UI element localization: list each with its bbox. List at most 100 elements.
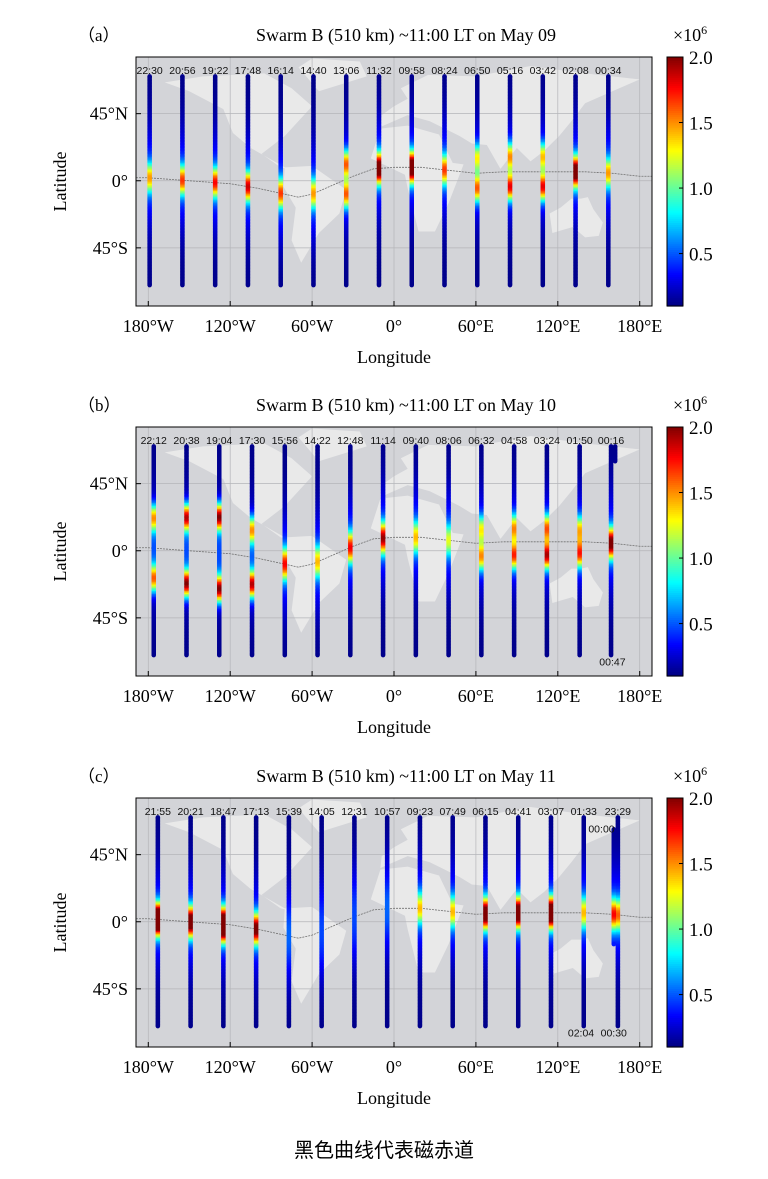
track-end-cap bbox=[475, 74, 480, 79]
colorbar-swatch bbox=[667, 437, 683, 441]
colorbar-swatch bbox=[667, 90, 683, 93]
colorbar-swatch bbox=[667, 289, 683, 293]
colorbar-swatch bbox=[667, 281, 683, 284]
colorbar-swatch bbox=[667, 671, 683, 675]
colorbar-tick-label: 2.0 bbox=[689, 48, 713, 69]
colorbar-swatch bbox=[667, 584, 683, 588]
track-end-cap bbox=[573, 282, 578, 288]
magnetic-equator-line bbox=[136, 907, 652, 939]
colorbar-swatch bbox=[667, 113, 683, 116]
colorbar-swatch bbox=[667, 514, 683, 517]
colorbar-swatch bbox=[667, 125, 683, 129]
land-mass bbox=[380, 435, 640, 539]
satellite-track bbox=[212, 74, 218, 288]
x-tick-label: 180°W bbox=[123, 686, 174, 706]
colorbar-swatch bbox=[667, 483, 683, 486]
colorbar-swatch bbox=[667, 539, 683, 542]
track-time-label: 16:14 bbox=[268, 65, 294, 77]
colorbar-swatch bbox=[667, 65, 683, 68]
track-end-cap bbox=[544, 444, 550, 449]
colorbar-swatch bbox=[667, 63, 683, 66]
colorbar-swatch bbox=[667, 609, 683, 613]
track-end-cap bbox=[311, 74, 316, 79]
colorbar-swatch bbox=[667, 435, 683, 438]
colorbar-tick-label: 1.0 bbox=[689, 549, 713, 570]
colorbar-swatch bbox=[667, 146, 683, 149]
colorbar-swatch bbox=[667, 466, 683, 470]
colorbar-swatch bbox=[667, 96, 683, 100]
colorbar-swatch bbox=[667, 131, 683, 135]
colorbar-swatch bbox=[667, 133, 683, 137]
colorbar-swatch bbox=[667, 247, 683, 251]
colorbar-swatch bbox=[667, 619, 683, 623]
track-end-cap bbox=[608, 652, 614, 658]
colorbar-swatch bbox=[667, 468, 683, 472]
colorbar-swatch bbox=[667, 470, 683, 474]
colorbar-swatch bbox=[667, 98, 683, 102]
colorbar-swatch bbox=[667, 150, 683, 154]
track-end-cap bbox=[540, 282, 546, 288]
colorbar-swatch bbox=[667, 166, 683, 170]
colorbar-swatch bbox=[667, 239, 683, 243]
track-end-cap bbox=[446, 652, 451, 658]
track-time-label: 09:40 bbox=[403, 435, 429, 447]
colorbar-swatch bbox=[667, 642, 683, 646]
track-time-label: 14:22 bbox=[304, 435, 330, 447]
colorbar-swatch bbox=[667, 607, 683, 611]
colorbar-swatch bbox=[667, 254, 683, 257]
satellite-track bbox=[413, 444, 419, 658]
colorbar-swatch bbox=[667, 169, 683, 172]
colorbar-swatch bbox=[667, 123, 683, 127]
track-end-cap bbox=[380, 652, 386, 658]
colorbar-swatch bbox=[667, 233, 683, 237]
panel-label: （b） bbox=[78, 396, 121, 415]
track-end-cap bbox=[479, 652, 484, 658]
colorbar-swatch bbox=[667, 227, 683, 230]
satellite-track bbox=[188, 815, 193, 1029]
colorbar-swatch bbox=[667, 427, 683, 430]
colorbar-swatch bbox=[667, 528, 683, 532]
colorbar-swatch bbox=[667, 501, 683, 505]
track-end-cap bbox=[612, 444, 618, 449]
colorbar-swatch bbox=[667, 628, 683, 631]
colorbar-swatch bbox=[667, 547, 683, 551]
colorbar-swatch bbox=[667, 601, 683, 604]
colorbar-swatch bbox=[667, 156, 683, 160]
x-tick-label: 120°W bbox=[205, 316, 256, 336]
colorbar-swatch bbox=[667, 487, 683, 490]
colorbar-swatch bbox=[667, 272, 683, 276]
colorbar-swatch bbox=[667, 119, 683, 122]
track-end-cap bbox=[577, 652, 582, 658]
colorbar-swatch bbox=[667, 260, 683, 264]
track-end-cap bbox=[155, 1023, 161, 1029]
track-time-label: 22:30 bbox=[137, 65, 163, 77]
colorbar-swatch bbox=[667, 572, 683, 575]
colorbar-swatch bbox=[667, 524, 683, 528]
colorbar-swatch bbox=[667, 541, 683, 544]
colorbar-swatch bbox=[667, 183, 683, 187]
y-tick-label: 0° bbox=[112, 541, 128, 561]
satellite-track bbox=[380, 444, 386, 658]
colorbar-swatch bbox=[667, 429, 683, 432]
track-end-cap bbox=[511, 444, 517, 449]
colorbar-swatch bbox=[667, 229, 683, 232]
colorbar-swatch bbox=[667, 632, 683, 636]
colorbar-swatch bbox=[667, 489, 683, 492]
track-end-cap bbox=[188, 815, 193, 820]
colorbar-swatch bbox=[667, 557, 683, 561]
colorbar-swatch bbox=[667, 137, 683, 141]
satellite-track bbox=[376, 74, 382, 288]
colorbar-swatch bbox=[667, 495, 683, 499]
satellite-track bbox=[343, 74, 349, 288]
colorbar-tick-label: 1.5 bbox=[689, 114, 713, 135]
colorbar-swatch bbox=[667, 252, 683, 255]
x-tick-label: 120°W bbox=[205, 686, 256, 706]
colorbar-swatch bbox=[667, 649, 683, 652]
track-end-cap bbox=[282, 652, 288, 658]
satellite-track bbox=[409, 74, 414, 288]
colorbar-swatch bbox=[667, 439, 683, 443]
land-mass bbox=[164, 814, 313, 910]
track-time-label: 19:04 bbox=[206, 435, 232, 447]
colorbar-swatch bbox=[667, 154, 683, 158]
x-tick-label: 180°W bbox=[123, 316, 174, 336]
